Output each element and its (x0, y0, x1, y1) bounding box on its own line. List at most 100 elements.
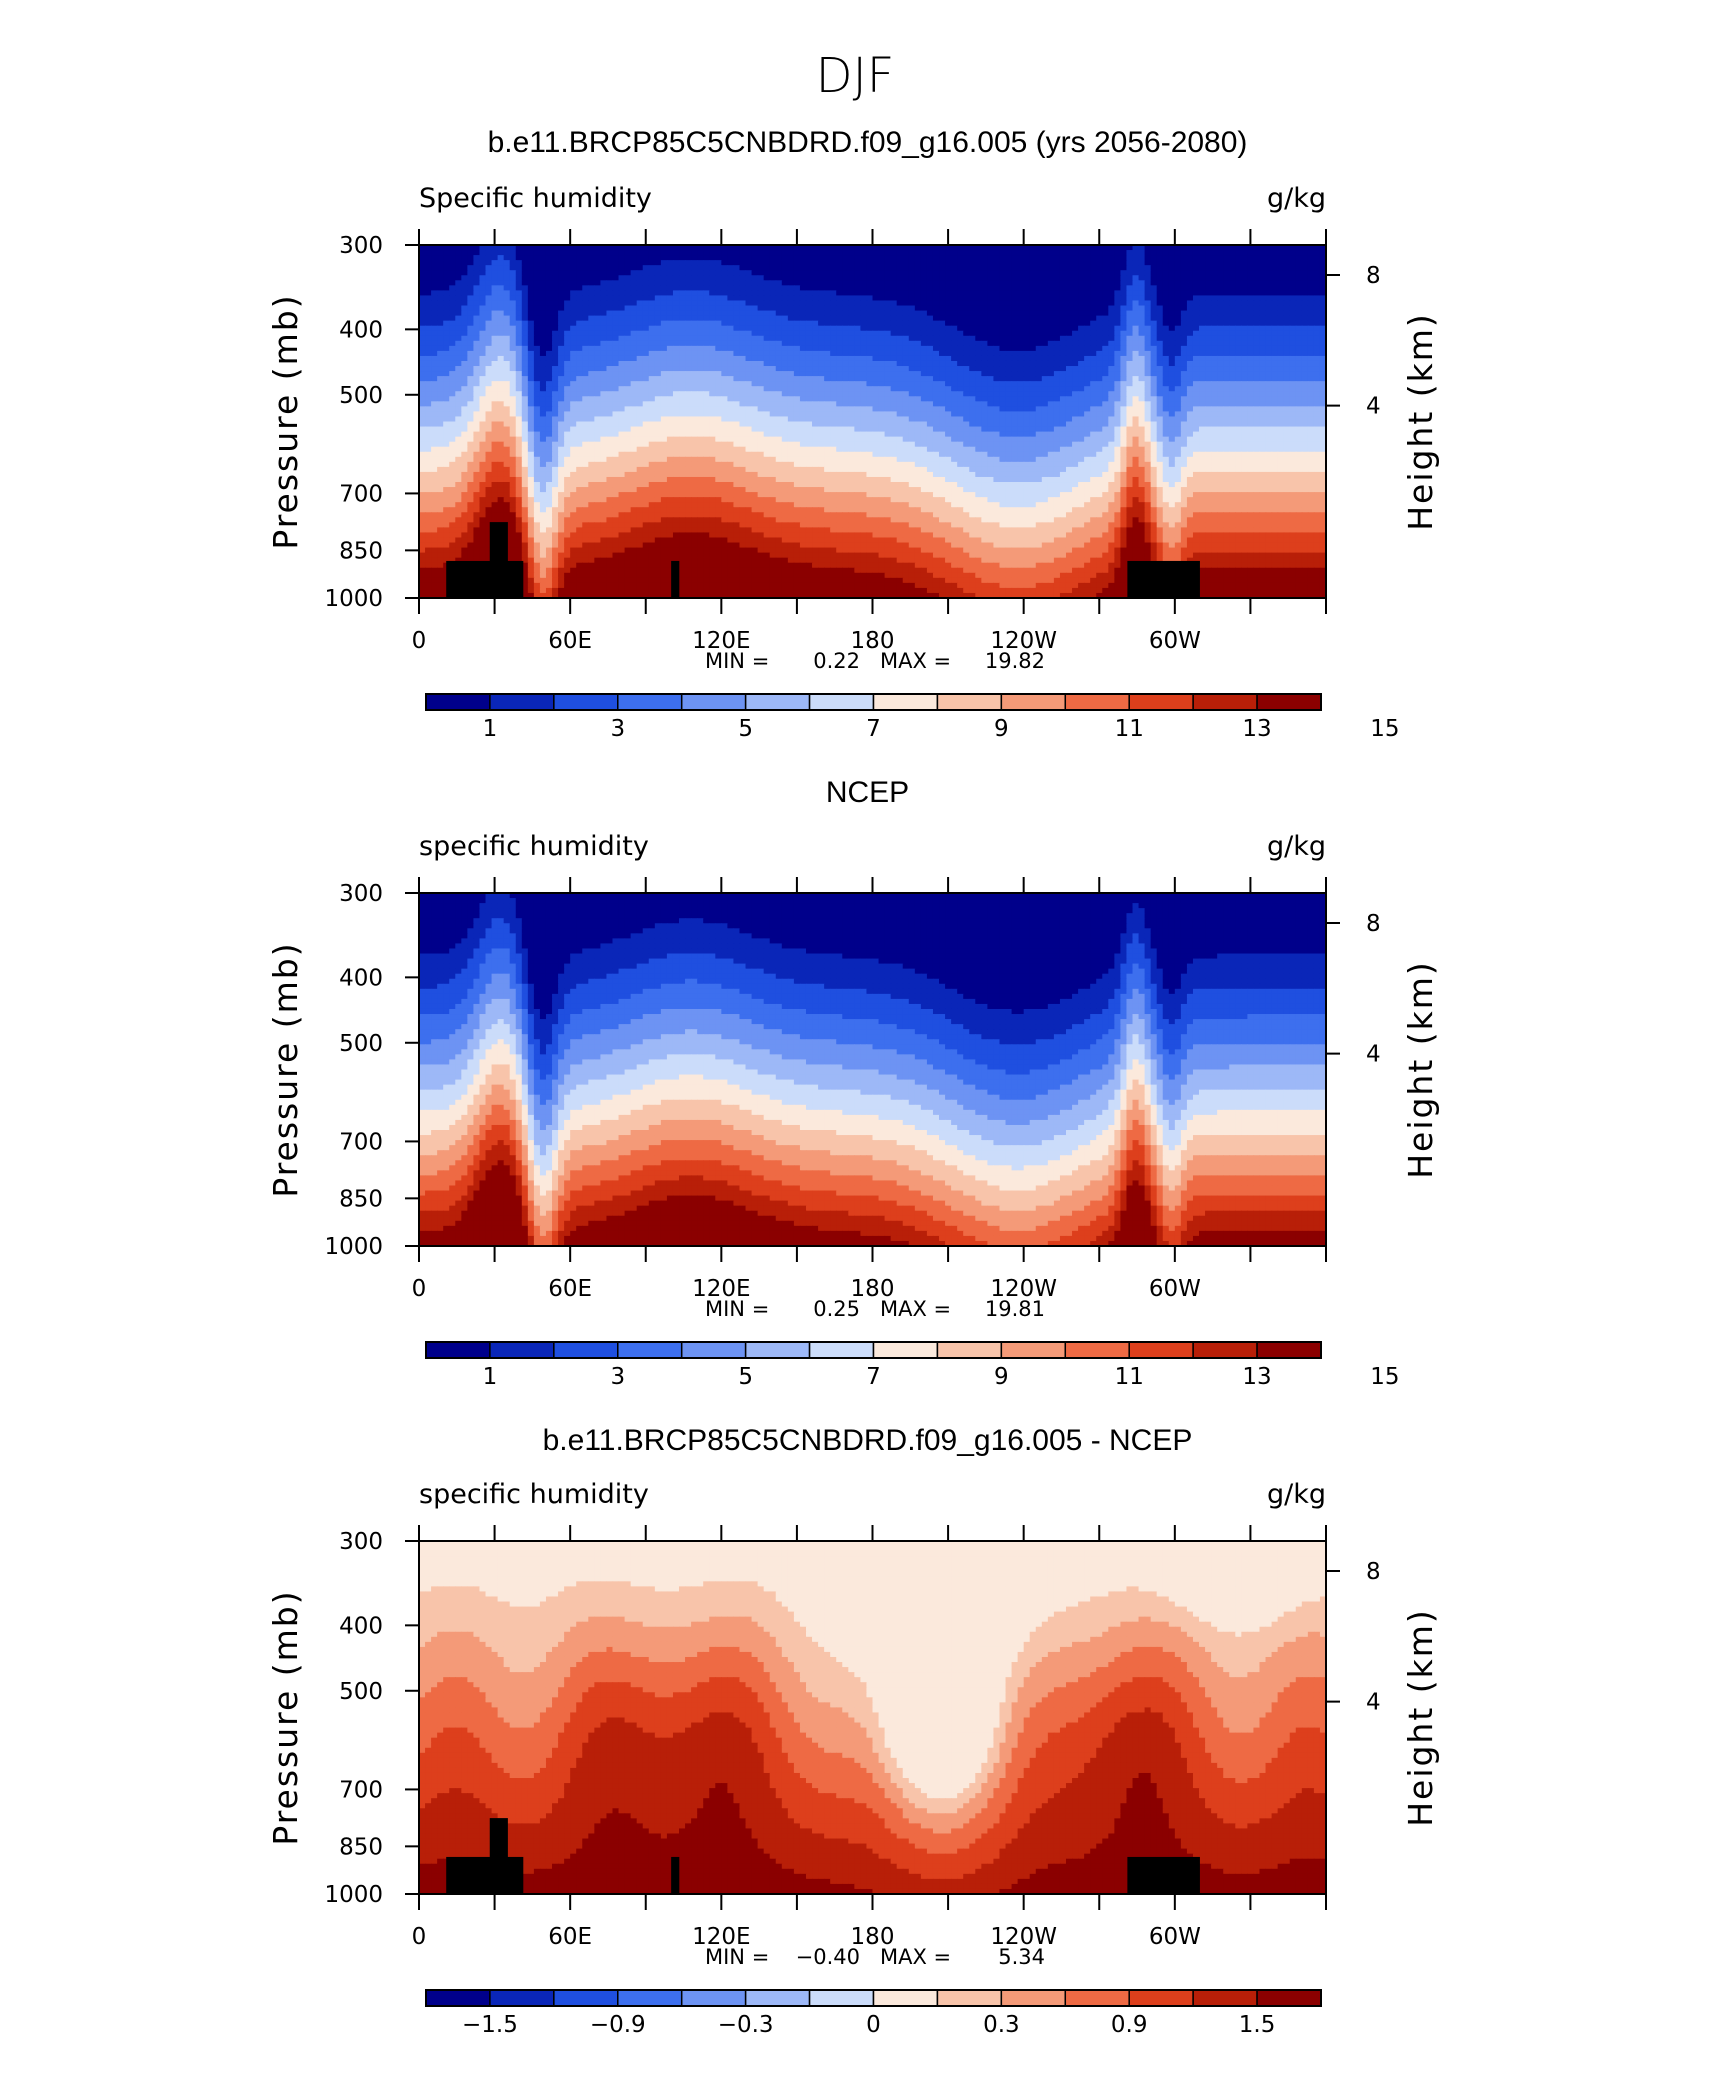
field-cell (691, 265, 698, 271)
field-cell (1278, 275, 1285, 281)
field-cell (764, 260, 771, 266)
field-cell (963, 260, 970, 266)
field-cell (679, 250, 686, 256)
field-cell (1133, 250, 1140, 256)
field-cell (685, 275, 692, 281)
field-cell (897, 275, 904, 281)
field-cell (552, 255, 559, 261)
field-cell (667, 255, 674, 261)
field-cell (721, 270, 728, 276)
field-cell (1018, 250, 1025, 256)
field-cell (933, 255, 940, 261)
field-cell (492, 265, 499, 271)
field-cell (443, 270, 450, 276)
field-cell (522, 260, 529, 266)
field-cell (739, 250, 746, 256)
field-cell (758, 255, 765, 261)
field-cell (739, 260, 746, 266)
field-cell (649, 265, 656, 271)
field-cell (842, 275, 849, 281)
field-cell (1114, 255, 1121, 261)
field-cell (981, 250, 988, 256)
field-cell (860, 275, 867, 281)
field-cell (1163, 260, 1170, 266)
field-cell (1247, 260, 1254, 266)
field-cell (1066, 255, 1073, 261)
field-cell (703, 255, 710, 261)
field-cell (788, 265, 795, 271)
field-cell (661, 275, 668, 281)
field-cell (1036, 260, 1043, 266)
field-cell (431, 255, 438, 261)
field-cell (1145, 275, 1152, 281)
field-cell (619, 255, 626, 261)
field-cell (1169, 255, 1176, 261)
field-cell (1126, 275, 1133, 281)
field-cell (746, 265, 753, 271)
field-cell (879, 270, 886, 276)
field-cell (1290, 250, 1297, 256)
field-cell (552, 270, 559, 276)
field-cell (1235, 255, 1242, 261)
field-cell (1048, 270, 1055, 276)
field-cell (1042, 270, 1049, 276)
field-cell (667, 275, 674, 281)
field-cell (1241, 255, 1248, 261)
field-cell (963, 250, 970, 256)
field-cell (1072, 270, 1079, 276)
field-cell (1296, 250, 1303, 256)
field-cell (1048, 265, 1055, 271)
field-cell (637, 265, 644, 271)
field-cell (1302, 265, 1309, 271)
field-cell (812, 270, 819, 276)
field-cell (1296, 255, 1303, 261)
field-cell (697, 255, 704, 261)
field-cell (758, 265, 765, 271)
field-cell (1259, 255, 1266, 261)
field-cell (1217, 265, 1224, 271)
field-cell (879, 255, 886, 261)
field-cell (534, 270, 541, 276)
field-cell (649, 275, 656, 281)
field-cell (1066, 250, 1073, 256)
field-cell (866, 250, 873, 256)
field-cell (486, 280, 493, 286)
field-cell (1296, 270, 1303, 276)
field-cell (1205, 265, 1212, 271)
field-cell (661, 260, 668, 266)
field-cell (437, 260, 444, 266)
field-cell (637, 250, 644, 256)
field-cell (1290, 270, 1297, 276)
field-cell (969, 270, 976, 276)
field-cell (1253, 250, 1260, 256)
field-cell (606, 270, 613, 276)
field-cell (909, 260, 916, 266)
field-cell (824, 260, 831, 266)
field-cell (673, 270, 680, 276)
field-cell (1054, 250, 1061, 256)
field-cell (836, 250, 843, 256)
field-cell (727, 275, 734, 281)
field-cell (1199, 275, 1206, 281)
field-cell (915, 275, 922, 281)
field-cell (1266, 250, 1273, 256)
field-cell (461, 265, 468, 271)
field-cell (1108, 250, 1115, 256)
field-cell (558, 250, 565, 256)
field-cell (637, 270, 644, 276)
field-cell (903, 250, 910, 256)
field-cell (612, 250, 619, 256)
field-cell (1102, 255, 1109, 261)
field-cell (1042, 260, 1049, 266)
field-cell (546, 255, 553, 261)
field-cell (1078, 255, 1085, 261)
field-cell (612, 270, 619, 276)
field-cell (879, 265, 886, 271)
field-cell (558, 265, 565, 271)
field-cell (824, 265, 831, 271)
field-cell (776, 260, 783, 266)
field-cell (812, 250, 819, 256)
field-cell (1211, 275, 1218, 281)
field-cell (486, 265, 493, 271)
field-cell (661, 250, 668, 256)
